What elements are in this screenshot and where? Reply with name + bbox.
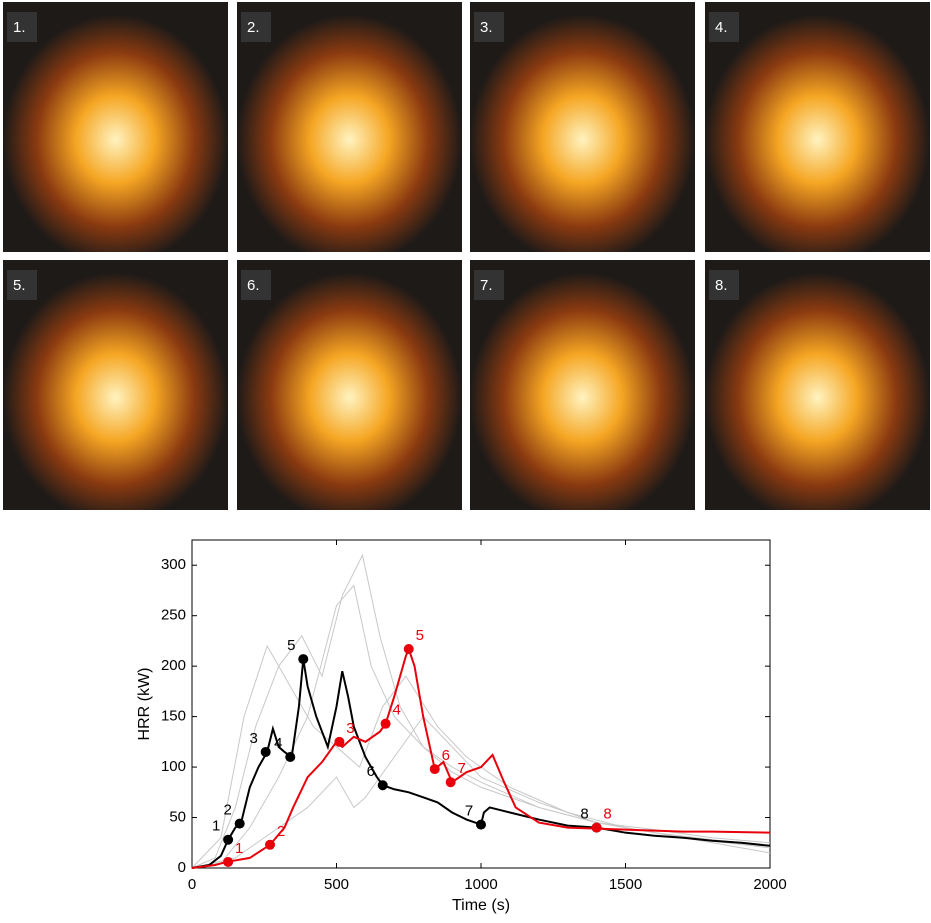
marker bbox=[430, 764, 440, 774]
photo-label: 5. bbox=[13, 277, 26, 294]
x-tick-label: 1000 bbox=[464, 876, 497, 893]
marker bbox=[476, 820, 486, 830]
x-tick-label: 1500 bbox=[609, 876, 642, 893]
x-axis-label: Time (s) bbox=[452, 897, 510, 914]
marker-label: 4 bbox=[392, 702, 400, 719]
marker-label: 1 bbox=[235, 840, 243, 857]
y-tick-label: 250 bbox=[161, 607, 186, 624]
marker-label: 8 bbox=[603, 806, 611, 823]
marker bbox=[235, 819, 245, 829]
y-tick-label: 100 bbox=[161, 758, 186, 775]
marker bbox=[404, 644, 414, 654]
marker bbox=[592, 823, 602, 833]
marker bbox=[298, 654, 308, 664]
photo-label: 6. bbox=[247, 277, 260, 294]
x-tick-label: 500 bbox=[324, 876, 349, 893]
plot-area bbox=[192, 540, 770, 868]
marker-label: 5 bbox=[416, 627, 424, 644]
y-tick-label: 0 bbox=[178, 859, 186, 876]
marker-label: 8 bbox=[580, 806, 588, 823]
photo-label: 1. bbox=[13, 19, 26, 36]
marker-label: 4 bbox=[274, 735, 282, 752]
marker-label: 3 bbox=[346, 720, 354, 737]
marker bbox=[381, 719, 391, 729]
marker-label: 2 bbox=[277, 823, 285, 840]
marker bbox=[223, 857, 233, 867]
marker bbox=[334, 737, 344, 747]
photo-label: 8. bbox=[715, 277, 728, 294]
photo-label: 3. bbox=[480, 19, 493, 36]
marker bbox=[378, 780, 388, 790]
y-tick-label: 50 bbox=[169, 809, 186, 826]
marker-label: 5 bbox=[287, 637, 295, 654]
marker bbox=[446, 777, 456, 787]
y-tick-label: 300 bbox=[161, 556, 186, 573]
marker-label: 6 bbox=[442, 747, 450, 764]
photo-label: 4. bbox=[715, 19, 728, 36]
marker-label: 2 bbox=[224, 802, 232, 819]
y-tick-label: 150 bbox=[161, 708, 186, 725]
marker bbox=[285, 752, 295, 762]
y-axis-label: HRR (kW) bbox=[136, 668, 153, 741]
marker bbox=[261, 747, 271, 757]
marker-label: 6 bbox=[367, 763, 375, 780]
marker bbox=[223, 835, 233, 845]
x-tick-label: 2000 bbox=[753, 876, 786, 893]
marker bbox=[265, 840, 275, 850]
chart: 0 500 1000 1500 2000 0 50 100 150 200 250 300 Time (… bbox=[136, 540, 786, 914]
photo-grid: 1. 2. 3. 4. 5. 6. 7. 8. bbox=[3, 2, 930, 510]
photo-label: 7. bbox=[480, 277, 493, 294]
photo-label: 2. bbox=[247, 19, 260, 36]
marker-label: 3 bbox=[250, 730, 258, 747]
y-tick-label: 200 bbox=[161, 657, 186, 674]
figure: 1. 2. 3. 4. 5. 6. 7. 8. 0 500 1000 1500 2000 0 50 100 1… bbox=[0, 0, 931, 918]
marker-label: 1 bbox=[212, 818, 220, 835]
marker-label: 7 bbox=[457, 760, 465, 777]
marker-label: 7 bbox=[465, 803, 473, 820]
x-tick-label: 0 bbox=[188, 876, 196, 893]
